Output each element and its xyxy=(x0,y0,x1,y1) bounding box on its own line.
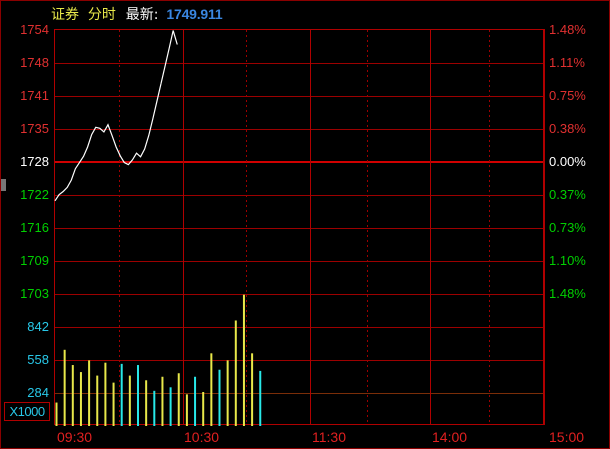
time-tick-label: 14:00 xyxy=(432,429,468,445)
volume-bar xyxy=(169,387,172,426)
grid-line-vertical-dotted xyxy=(246,30,247,424)
volume-bar xyxy=(185,394,188,426)
window-edge-marker xyxy=(1,179,6,191)
grid-line-horizontal xyxy=(55,228,544,229)
grid-line-vertical-dotted xyxy=(119,30,120,424)
price-tick-label: 1735 xyxy=(20,121,49,136)
price-tick-label: 1709 xyxy=(20,253,49,268)
volume-bar xyxy=(194,376,197,426)
volume-tick-label: 842 xyxy=(27,319,49,334)
grid-line-horizontal xyxy=(55,360,544,361)
grid-line-horizontal xyxy=(55,63,544,64)
price-tick-label: 1741 xyxy=(20,88,49,103)
grid-line-vertical xyxy=(183,30,184,424)
volume-bar xyxy=(120,363,123,426)
price-line-series xyxy=(54,30,178,202)
volume-bar xyxy=(104,362,107,426)
volume-bar xyxy=(226,360,229,426)
grid-line-horizontal xyxy=(55,327,544,328)
volume-bar xyxy=(55,402,58,426)
volume-unit-badge: X1000 xyxy=(4,402,50,421)
volume-bar xyxy=(218,369,221,426)
volume-bar xyxy=(71,365,74,426)
percent-tick-label: 1.48% xyxy=(549,286,586,301)
time-tick-label: 11:30 xyxy=(312,429,346,445)
last-price-value: 1749.911 xyxy=(166,6,223,22)
price-tick-label: 1703 xyxy=(20,286,49,301)
period-label[interactable]: 分时 xyxy=(87,7,116,23)
volume-bar xyxy=(153,390,156,426)
price-tick-label: 1754 xyxy=(20,22,49,37)
last-price-label: 最新: xyxy=(125,7,159,23)
volume-bar xyxy=(161,376,164,426)
percent-tick-label: 0.75% xyxy=(549,88,586,103)
security-name-label: 证券 xyxy=(51,7,79,23)
volume-bar xyxy=(96,375,99,426)
percent-tick-label: 0.38% xyxy=(549,121,586,136)
volume-bar xyxy=(210,353,213,426)
volume-bar xyxy=(177,373,180,426)
volume-bars xyxy=(55,294,262,426)
grid-line-horizontal xyxy=(55,96,544,97)
volume-bar xyxy=(79,372,82,426)
volume-bar xyxy=(202,392,205,426)
volume-bar xyxy=(242,294,245,426)
price-line-path xyxy=(54,83,162,202)
grid-line-vertical-dotted xyxy=(489,30,490,424)
grid-line-zero xyxy=(55,161,544,163)
price-line-path-recent xyxy=(160,30,178,84)
volume-bar xyxy=(145,380,148,426)
price-tick-label: 1716 xyxy=(20,220,49,235)
price-tick-label: 1728 xyxy=(20,154,49,169)
volume-bar xyxy=(259,370,262,426)
time-tick-label: 10:30 xyxy=(184,429,220,445)
grid-line-horizontal xyxy=(55,261,544,262)
time-tick-label: 09:30 xyxy=(57,429,93,445)
grid-line-horizontal xyxy=(55,129,544,130)
volume-bar xyxy=(137,365,139,426)
volume-tick-label: 558 xyxy=(27,352,49,367)
percent-tick-label: 1.11% xyxy=(549,55,585,70)
grid-line-vertical xyxy=(543,30,544,424)
price-tick-label: 1722 xyxy=(20,187,49,202)
volume-tick-label: 284 xyxy=(27,385,49,400)
time-tick-label: 15:00 xyxy=(549,429,585,445)
price-tick-label: 1748 xyxy=(20,55,49,70)
percent-tick-label: 0.37% xyxy=(549,187,586,202)
grid-line-vertical xyxy=(310,30,311,424)
volume-bar xyxy=(112,382,115,426)
percent-tick-label: 0.00% xyxy=(549,154,586,169)
grid-line-horizontal xyxy=(55,195,544,196)
volume-bar xyxy=(128,375,131,426)
percent-tick-label: 1.48% xyxy=(549,22,586,37)
plot-area[interactable] xyxy=(54,29,545,426)
volume-bar xyxy=(88,360,91,426)
volume-bar xyxy=(234,320,237,426)
percent-tick-label: 0.73% xyxy=(549,220,586,235)
grid-line-horizontal xyxy=(55,393,544,394)
grid-line-vertical xyxy=(430,30,431,424)
percent-tick-label: 1.10% xyxy=(549,253,586,268)
volume-bar xyxy=(63,349,66,426)
chart-title: 证券 分时 最新: 1749.911 xyxy=(51,5,223,23)
grid-line-horizontal xyxy=(55,294,544,295)
volume-bar xyxy=(251,353,254,426)
grid-line-vertical-dotted xyxy=(367,30,368,424)
